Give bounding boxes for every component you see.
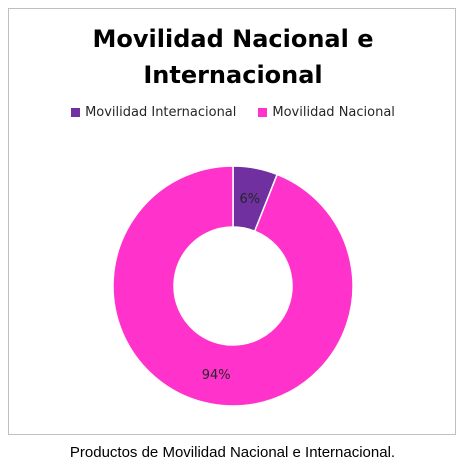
data-label-nacional: 94% bbox=[202, 368, 231, 383]
data-label-internacional: 6% bbox=[239, 192, 260, 207]
legend-label-nacional: Movilidad Nacional bbox=[272, 105, 395, 120]
chart-title-line-2: Internacional bbox=[143, 61, 323, 89]
legend-item-internacional: Movilidad Internacional bbox=[71, 105, 236, 120]
chart-frame: Movilidad Nacional e Internacional Movil… bbox=[8, 8, 456, 435]
donut-chart: 6% 94% bbox=[112, 165, 354, 407]
figure-caption: Productos de Movilidad Nacional e Intern… bbox=[69, 444, 396, 461]
slice-nacional bbox=[112, 165, 354, 407]
chart-title: Movilidad Nacional e Internacional bbox=[9, 21, 457, 93]
legend-swatch-nacional bbox=[258, 108, 268, 117]
legend-item-nacional: Movilidad Nacional bbox=[258, 105, 395, 120]
legend-label-internacional: Movilidad Internacional bbox=[85, 105, 237, 120]
chart-title-line-1: Movilidad Nacional e bbox=[92, 25, 374, 53]
legend-swatch-internacional bbox=[71, 108, 81, 117]
chart-legend: Movilidad Internacional Movilidad Nacion… bbox=[9, 105, 457, 120]
